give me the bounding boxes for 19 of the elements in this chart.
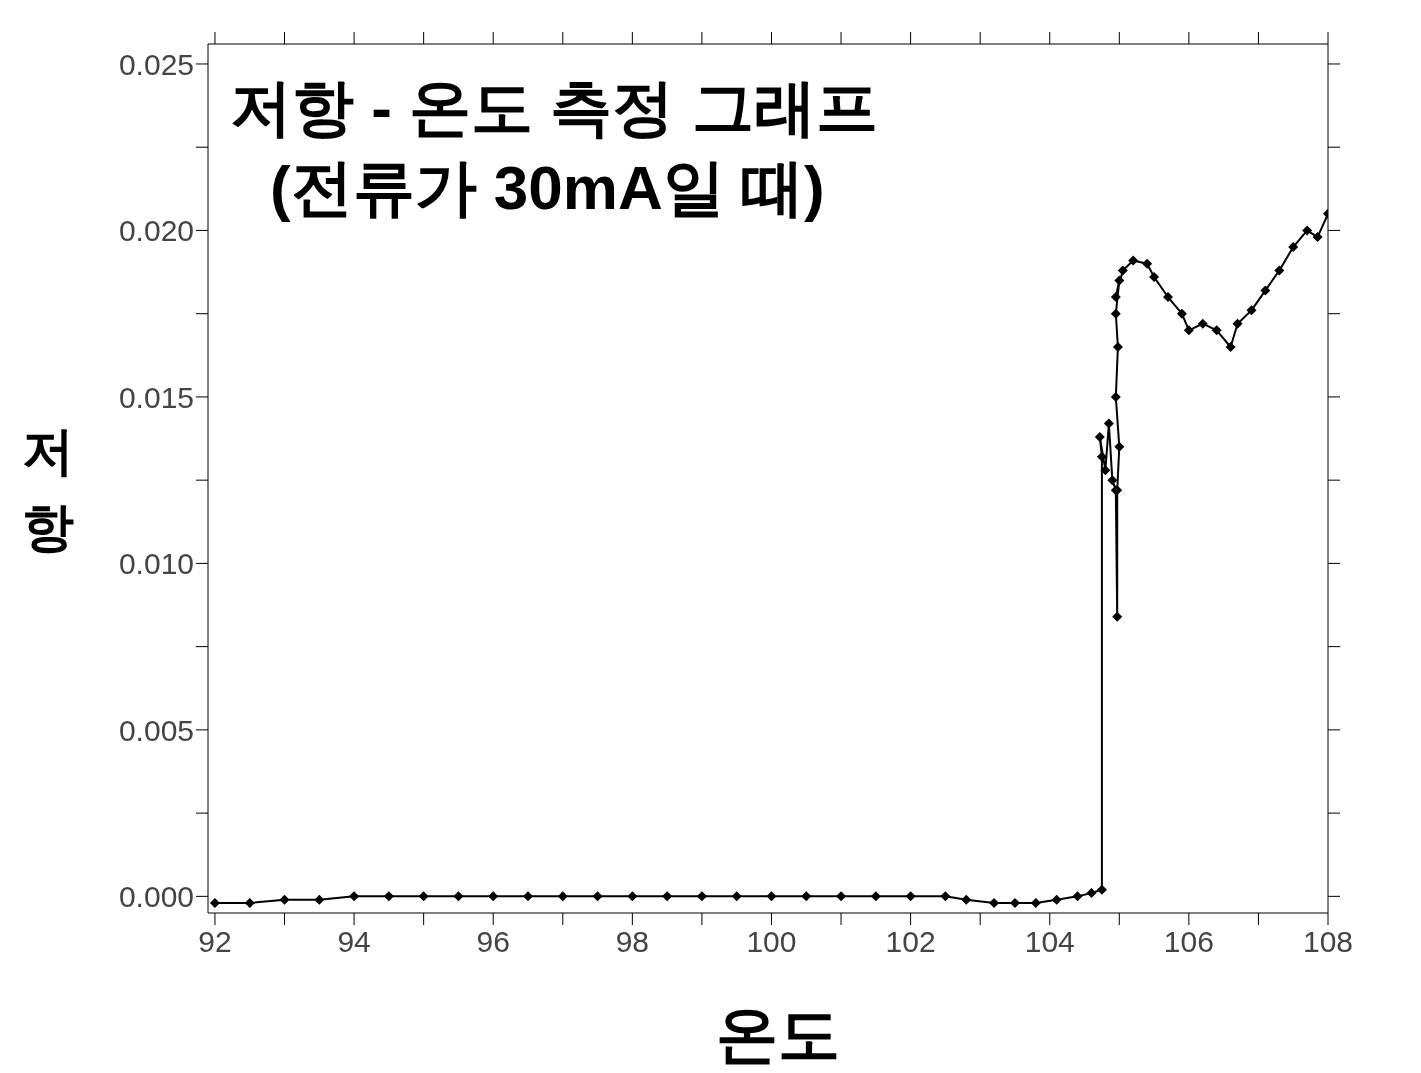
x-tick-label: 106: [1163, 925, 1214, 959]
text: (전류가 30mA일 때): [269, 152, 826, 224]
x-tick-label: 108: [1302, 925, 1354, 959]
x-axis-title: 온도: [715, 999, 841, 1071]
y-tick-label: 0.015: [118, 380, 194, 414]
x-tick-label: 96: [476, 925, 510, 959]
y-tick-label: 0.000: [118, 880, 194, 913]
x-tick-label: 100: [746, 925, 797, 959]
text: 저항 - 온도 측정 그래프: [230, 72, 878, 144]
y-tick-label: 0.005: [118, 713, 194, 747]
y-tick-label: 0.010: [118, 547, 194, 581]
x-tick-label: 98: [615, 925, 650, 959]
y-axis-title: 저항: [21, 421, 75, 558]
x-tick-label: 104: [1024, 925, 1075, 959]
y-tick-label: 0.025: [118, 47, 194, 81]
x-tick-label: 92: [198, 925, 232, 959]
x-tick-label: 94: [337, 925, 371, 959]
x-tick-label: 102: [885, 925, 936, 959]
y-tick-label: 0.020: [118, 214, 194, 248]
